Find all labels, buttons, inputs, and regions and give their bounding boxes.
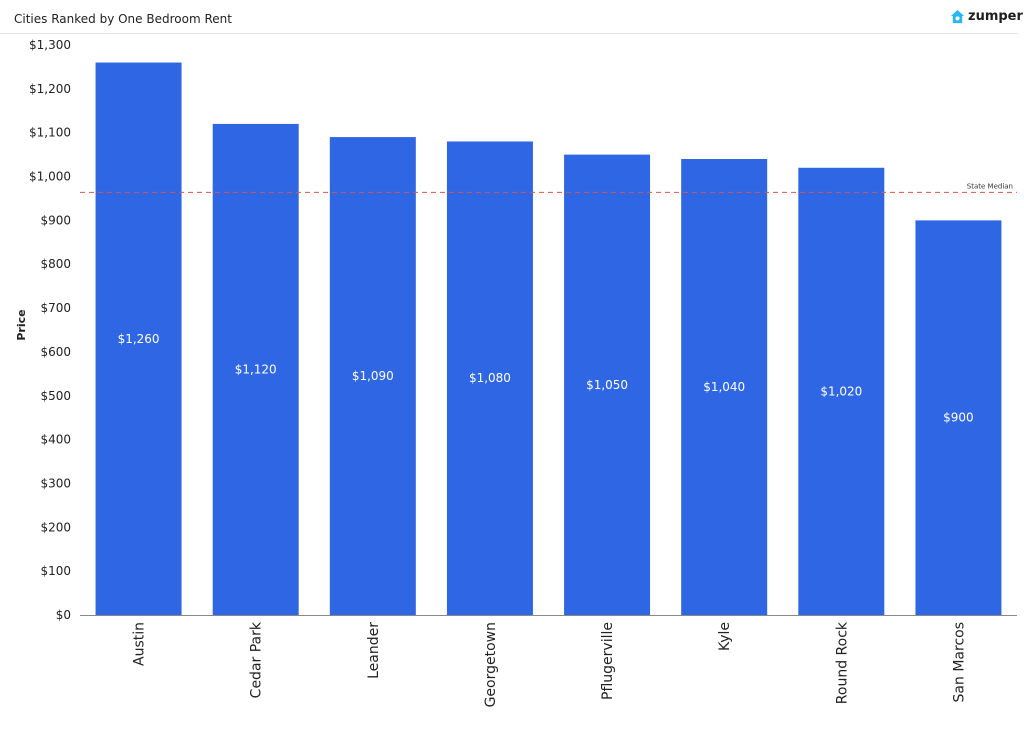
bar	[329, 137, 416, 616]
y-tick-label: $400	[40, 433, 71, 447]
y-tick-label: $100	[40, 564, 71, 578]
header-divider	[0, 33, 1018, 34]
bar-value-label: $1,260	[118, 332, 160, 346]
bar	[564, 154, 651, 615]
bar	[915, 220, 1002, 615]
bar-value-label: $900	[943, 411, 974, 425]
x-tick-label: Pflugerville	[600, 622, 616, 700]
y-tick-label: $800	[40, 257, 71, 271]
bar	[212, 123, 299, 615]
bar	[95, 62, 182, 616]
zumper-logo: zumper	[950, 9, 1023, 24]
x-tick-label: San Marcos	[951, 622, 967, 702]
bar	[798, 167, 885, 615]
y-tick-label: $1,200	[29, 82, 71, 96]
bar-value-label: $1,020	[820, 384, 862, 398]
y-axis-label: Price	[15, 309, 28, 340]
bar-value-label: $1,080	[469, 371, 511, 385]
bar	[446, 141, 533, 615]
y-tick-label: $600	[40, 345, 71, 359]
x-tick-label: Cedar Park	[249, 621, 265, 698]
y-tick-label: $1,300	[29, 38, 71, 52]
logo-text: zumper	[968, 9, 1023, 24]
y-tick-label: $700	[40, 301, 71, 315]
x-tick-label: Austin	[132, 622, 148, 666]
y-tick-label: $500	[40, 389, 71, 403]
y-tick-label: $1,100	[29, 126, 71, 140]
bar	[681, 159, 768, 615]
bar-value-label: $1,040	[703, 380, 745, 394]
bar-value-label: $1,120	[235, 362, 277, 376]
bar-value-label: $1,090	[352, 369, 394, 383]
x-tick-label: Georgetown	[483, 622, 499, 707]
x-tick-label: Leander	[366, 622, 382, 679]
chart-title: Cities Ranked by One Bedroom Rent	[14, 12, 232, 26]
y-tick-label: $300	[40, 476, 71, 490]
state-median-label: State Median	[967, 182, 1013, 190]
bar-value-label: $1,050	[586, 378, 628, 392]
x-tick-label: Kyle	[717, 622, 733, 651]
x-tick-label: Round Rock	[834, 621, 850, 704]
y-tick-label: $0	[56, 608, 71, 622]
house-icon	[950, 9, 965, 24]
y-tick-label: $900	[40, 213, 71, 227]
y-tick-label: $1,000	[29, 170, 71, 184]
y-tick-label: $200	[40, 520, 71, 534]
